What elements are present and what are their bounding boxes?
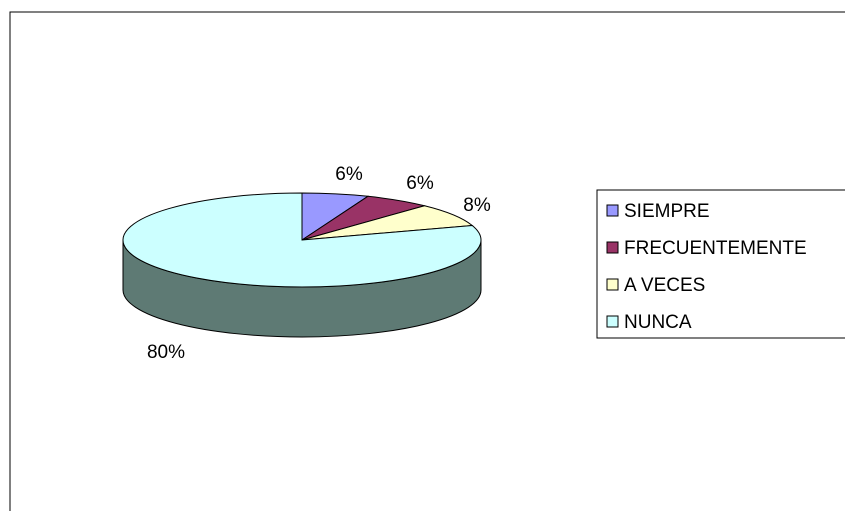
data-label-frecuentemente: 6%: [406, 173, 434, 194]
legend-label-siempre: SIEMPRE: [624, 201, 710, 222]
data-label-siempre: 6%: [335, 164, 363, 185]
legend-swatch-siempre: [606, 204, 619, 217]
pie-slice-nunca: [122, 192, 482, 288]
legend-box: [596, 189, 845, 339]
legend: SIEMPRE FRECUENTEMENTE A VECES NUNCA: [596, 189, 845, 339]
data-label-nunca: 80%: [147, 342, 185, 363]
legend-swatch-nunca: [606, 315, 619, 328]
legend-label-nunca: NUNCA: [624, 312, 692, 333]
data-labels: 6% 6% 8% 80%: [147, 164, 491, 363]
legend-swatch-frecuentemente: [606, 241, 619, 254]
data-label-a-veces: 8%: [463, 195, 491, 216]
legend-swatch-a-veces: [606, 278, 619, 291]
legend-label-a-veces: A VECES: [624, 275, 705, 296]
legend-label-frecuentemente: FRECUENTEMENTE: [624, 238, 807, 259]
pie-group: [122, 192, 482, 338]
